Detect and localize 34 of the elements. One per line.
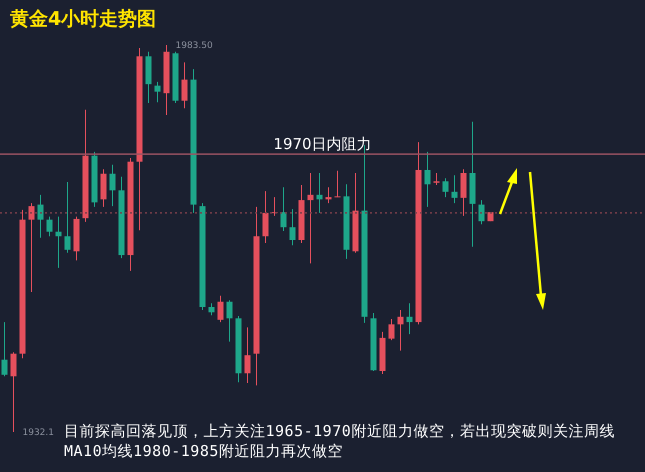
- candlestick: [388, 318, 394, 341]
- candlestick: [316, 172, 322, 214]
- candlestick: [262, 190, 268, 244]
- candlestick: [434, 172, 440, 186]
- chart-title: 黄金4小时走势图: [10, 7, 156, 32]
- candlestick: [64, 182, 70, 254]
- candlestick: [110, 164, 116, 207]
- candlestick: [46, 216, 52, 237]
- candlestick: [308, 172, 314, 264]
- candlestick: [244, 326, 250, 384]
- candlestick: [154, 81, 160, 103]
- candlestick: [182, 62, 188, 109]
- candlestick: [208, 302, 214, 316]
- annotation: 1983.50: [176, 41, 213, 52]
- candlestick: [56, 216, 62, 268]
- candlestick: [10, 352, 16, 432]
- candlestick: [2, 322, 8, 377]
- ref-line-label: 1970日内阻力: [273, 135, 372, 154]
- candlestick: [478, 200, 484, 225]
- candlestick: [226, 300, 232, 342]
- annotation: 1932.1: [22, 428, 54, 438]
- candlestick: [280, 186, 286, 232]
- candlestick: [38, 194, 44, 238]
- candlestick: [28, 202, 34, 292]
- candlestick: [326, 186, 332, 204]
- candlestick: [398, 310, 404, 352]
- candlestick: [452, 174, 458, 204]
- candlestick: [442, 178, 448, 198]
- candlestick: [218, 295, 224, 323]
- candlestick: [406, 302, 412, 335]
- candlestick: [290, 208, 296, 246]
- candlestick: [334, 170, 340, 198]
- candlestick: [424, 151, 430, 208]
- annotation: 目前探高回落见顶，上方关注1965-1970附近阻力做空，若出现突破则关注周线MA10均线1980-1985附近阻力再次做空: [64, 421, 616, 461]
